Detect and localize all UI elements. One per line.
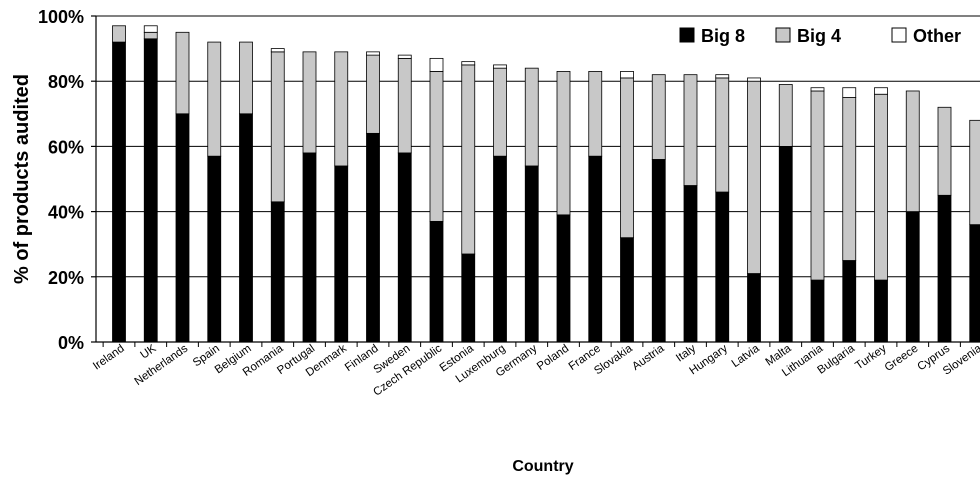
bar-big-4-latvia [747, 80, 761, 274]
bar-big-8-denmark [334, 165, 349, 343]
bar-other-czech-republic [429, 57, 444, 72]
bar-big-8-slovenia [969, 224, 980, 343]
bar-big-4-france [588, 71, 603, 157]
bar-other-turkey [874, 87, 888, 95]
bar-big-8-luxemburg [493, 155, 507, 343]
bar-big-4-slovenia [969, 119, 980, 226]
bar-big-4-czech-republic [429, 71, 444, 222]
y-tick-label: 60% [48, 137, 84, 157]
bar-big-4-poland [556, 71, 571, 216]
x-axis-title: Country [512, 458, 573, 475]
x-tick-label: Ireland [91, 343, 127, 373]
bar-big-4-denmark [334, 51, 349, 167]
bar-big-4-netherlands [175, 31, 190, 115]
bar-big-4-spain [207, 41, 222, 157]
bar-big-8-austria [651, 159, 666, 343]
bar-big-8-spain [207, 155, 222, 343]
x-tick-label: UK [138, 342, 158, 361]
x-tick-label: Greece [883, 343, 921, 374]
bar-big-8-italy [683, 185, 698, 343]
legend-swatch-big-4 [775, 27, 791, 43]
bar-big-4-sweden [397, 57, 412, 154]
bar-big-4-luxemburg [493, 67, 507, 157]
bar-big-8-germany [524, 165, 539, 343]
bar-big-4-greece [905, 90, 920, 213]
bar-big-8-czech-republic [429, 220, 444, 343]
bar-big-8-belgium [239, 113, 253, 343]
bar-other-lithuania [810, 87, 825, 92]
legend-background [652, 21, 978, 51]
bar-big-8-france [588, 155, 603, 343]
bar-big-8-bulgaria [842, 260, 857, 343]
bar-big-4-finland [366, 54, 380, 134]
bar-big-8-finland [366, 132, 380, 343]
legend-label-big-8: Big 8 [701, 26, 745, 46]
legend-label-other: Other [913, 26, 961, 46]
bar-big-8-turkey [874, 279, 888, 343]
bar-big-4-lithuania [810, 90, 825, 281]
y-tick-label: 40% [48, 203, 84, 223]
bar-big-8-ireland [112, 41, 126, 343]
bar-big-4-belgium [239, 41, 253, 115]
y-axis-title: % of products audited [11, 74, 33, 284]
bar-big-4-portugal [302, 51, 317, 154]
axes [91, 15, 980, 347]
y-tick-labels: 0% 20% 40% 60% 80% 100% [38, 7, 84, 353]
bar-big-8-uk [143, 38, 158, 343]
bar-big-8-cyprus [937, 194, 952, 343]
bar-big-4-germany [524, 67, 539, 167]
bar-big-8-estonia [461, 253, 476, 343]
bar-other-uk [143, 25, 158, 33]
bar-big-8-slovakia [620, 237, 634, 343]
bar-other-latvia [747, 77, 761, 82]
y-tick-label: 80% [48, 72, 84, 92]
bar-other-hungary [715, 74, 730, 79]
bar-big-8-latvia [747, 273, 761, 343]
bar-other-slovakia [620, 71, 634, 79]
bar-big-8-hungary [715, 191, 730, 343]
bar-big-4-estonia [461, 64, 476, 255]
x-tick-label: Latvia [730, 342, 763, 370]
bar-big-8-portugal [302, 152, 317, 343]
bar-big-8-netherlands [175, 113, 190, 343]
bar-other-finland [366, 51, 380, 56]
x-tick-label: Bulgaria [816, 342, 858, 376]
x-tick-label: Austria [630, 342, 667, 373]
x-tick-label: Italy [674, 342, 698, 364]
y-tick-label: 100% [38, 7, 84, 27]
bar-series [112, 25, 980, 343]
bar-big-4-ireland [112, 25, 126, 43]
bar-big-8-lithuania [810, 279, 825, 343]
bar-big-4-romania [270, 51, 285, 203]
bar-big-8-sweden [397, 152, 412, 343]
legend-swatch-big-8 [679, 27, 695, 43]
legend: Big 8 Big 4 Other [652, 21, 978, 51]
bar-other-romania [270, 48, 285, 53]
bar-other-sweden [397, 54, 412, 59]
bar-big-8-romania [270, 201, 285, 343]
bar-big-4-bulgaria [842, 97, 857, 261]
bar-big-4-italy [683, 74, 698, 186]
x-tick-label: Turkey [853, 342, 889, 372]
bar-big-8-poland [556, 214, 571, 343]
legend-swatch-other [891, 27, 907, 43]
bar-big-4-austria [651, 74, 666, 160]
y-tick-label: 20% [48, 268, 84, 288]
bar-big-4-malta [778, 84, 793, 147]
y-tick-label: 0% [58, 333, 84, 353]
bar-big-8-malta [778, 145, 793, 343]
bar-big-4-uk [143, 31, 158, 40]
legend-label-big-4: Big 4 [797, 26, 841, 46]
x-tick-label: Poland [535, 343, 571, 373]
bar-other-bulgaria [842, 87, 857, 98]
bar-big-4-cyprus [937, 106, 952, 196]
bar-other-estonia [461, 61, 476, 66]
bar-big-8-greece [905, 211, 920, 343]
bar-big-4-slovakia [620, 77, 634, 239]
bar-big-4-turkey [874, 93, 888, 281]
bar-other-luxemburg [493, 64, 507, 69]
bar-big-4-hungary [715, 77, 730, 193]
